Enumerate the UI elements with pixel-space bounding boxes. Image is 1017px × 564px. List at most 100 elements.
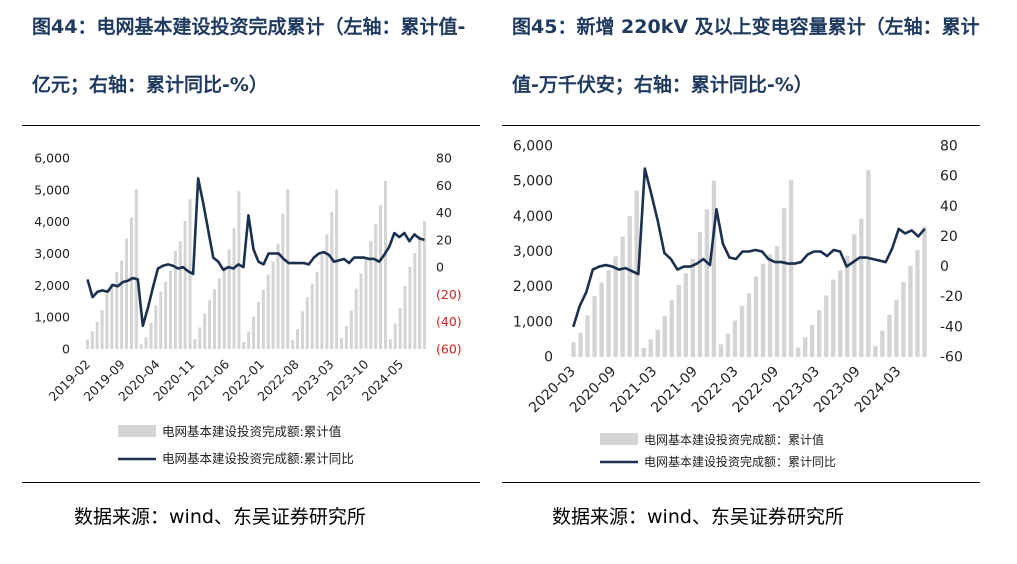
bar-40 [845,255,850,357]
bar-23 [193,339,197,349]
bar-37 [824,295,829,357]
legend-bar-swatch [118,425,156,437]
left-axis-tick-label: 6,000 [513,139,553,155]
bar-50 [325,234,329,349]
bar-34 [802,337,808,357]
left-bottom-rule [22,482,480,483]
left-title-line2: 亿元；右轴：累计同比-%） [32,74,268,96]
bar-43 [866,170,871,357]
bar-36 [817,310,822,357]
bar-23 [725,333,731,357]
right-axis-tick-label: 60 [940,169,958,185]
bar-32 [237,191,241,349]
bar-20 [178,241,182,349]
chart-1: 0 1,000 2,000 3,000 4,000 5,000 6,000 (60) (40) (… [34,151,461,467]
bar-12 [139,344,143,349]
bar-68 [413,253,417,349]
right-title-line2: 值-万千伏安；右轴：累计同比-%） [512,74,813,96]
legend-line-label: 电网基本建设投资完成额：累计同比 [644,454,836,469]
bar-27 [753,276,759,357]
bar-37 [261,289,265,349]
bar-45 [880,330,885,358]
bar-18 [168,271,173,349]
bar-35 [810,325,815,357]
right-axis-tick-label: 40 [436,205,452,220]
right-axis-tick-label: 0 [940,259,949,275]
legend-bar-label: 电网基本建设投资完成额：累计值 [644,432,824,447]
bar-22 [718,344,724,357]
right-axis-tick-label: 40 [940,199,958,215]
left-axis-tick-label: 4,000 [513,209,553,225]
bar-70 [423,221,427,349]
bar-46 [305,297,309,349]
bar-26 [208,300,212,349]
left-top-rule [22,125,480,126]
bar-9 [125,238,129,349]
bar-25 [739,305,745,357]
bar-38 [266,274,270,349]
bar-24 [198,327,202,349]
bar-4 [100,310,104,349]
bar-67 [408,266,412,349]
bar-5 [105,293,109,349]
left-source-note: 数据来源：wind、东吴证券研究所 [74,506,366,528]
bar-56 [354,288,358,349]
bar-3 [95,321,99,349]
bar-14 [149,322,153,349]
left-axis-tick-label: 2,000 [513,279,553,295]
right-axis-tick-label: -20 [940,289,963,305]
bar-54 [344,326,348,349]
bar-10 [129,217,133,349]
right-axis-tick-label: -60 [940,350,963,366]
bar-15 [669,300,674,357]
bar-8 [620,236,625,357]
bar-62 [383,180,387,349]
bar-51 [922,226,927,357]
bar-50 [915,250,920,357]
bar-18 [690,258,696,357]
bar-42 [286,189,290,349]
bar-27 [212,289,216,349]
yoy-line [572,167,926,328]
bar-39 [271,261,275,349]
bar-6 [110,283,114,349]
left-title-line1: 图44：电网基本建设投资完成累计（左轴：累计值- [32,16,466,38]
bar-7 [613,256,618,357]
bar-41 [852,234,857,357]
bar-39 [838,270,843,357]
bar-57 [359,273,363,349]
bar-48 [901,282,906,357]
left-axis-tick-label: 3,000 [34,246,70,261]
bar-22 [188,199,192,349]
bar-1 [85,339,89,349]
bar-5 [599,282,604,357]
bar-17 [164,281,168,349]
right-axis-tick-label: 80 [436,151,452,166]
bar-30 [227,249,231,349]
bar-63 [388,339,392,349]
right-source-note: 数据来源：wind、东吴证券研究所 [552,506,844,528]
bar-40 [276,243,280,349]
bar-29 [767,254,773,357]
bar-60 [374,224,378,349]
bar-28 [217,278,221,349]
left-axis-tick-label: 6,000 [34,151,70,166]
bar-11 [641,347,646,357]
bar-2 [90,331,94,349]
bar-21 [183,221,187,349]
bar-33 [242,342,246,349]
bar-32 [788,180,794,357]
bar-1 [571,342,576,357]
legend-line-label: 电网基本建设投资完成额:累计同比 [162,451,354,466]
legend-bar-swatch [600,433,638,445]
bar-48 [315,271,319,349]
bar-31 [232,228,236,349]
bar-31 [781,208,787,357]
bar-44 [873,346,878,357]
bar-12 [648,339,653,357]
legend-bar-label: 电网基本建设投资完成额:累计值 [162,424,341,439]
bar-26 [746,293,752,357]
bar-19 [173,250,177,349]
left-axis-tick-label: 4,000 [34,214,70,229]
